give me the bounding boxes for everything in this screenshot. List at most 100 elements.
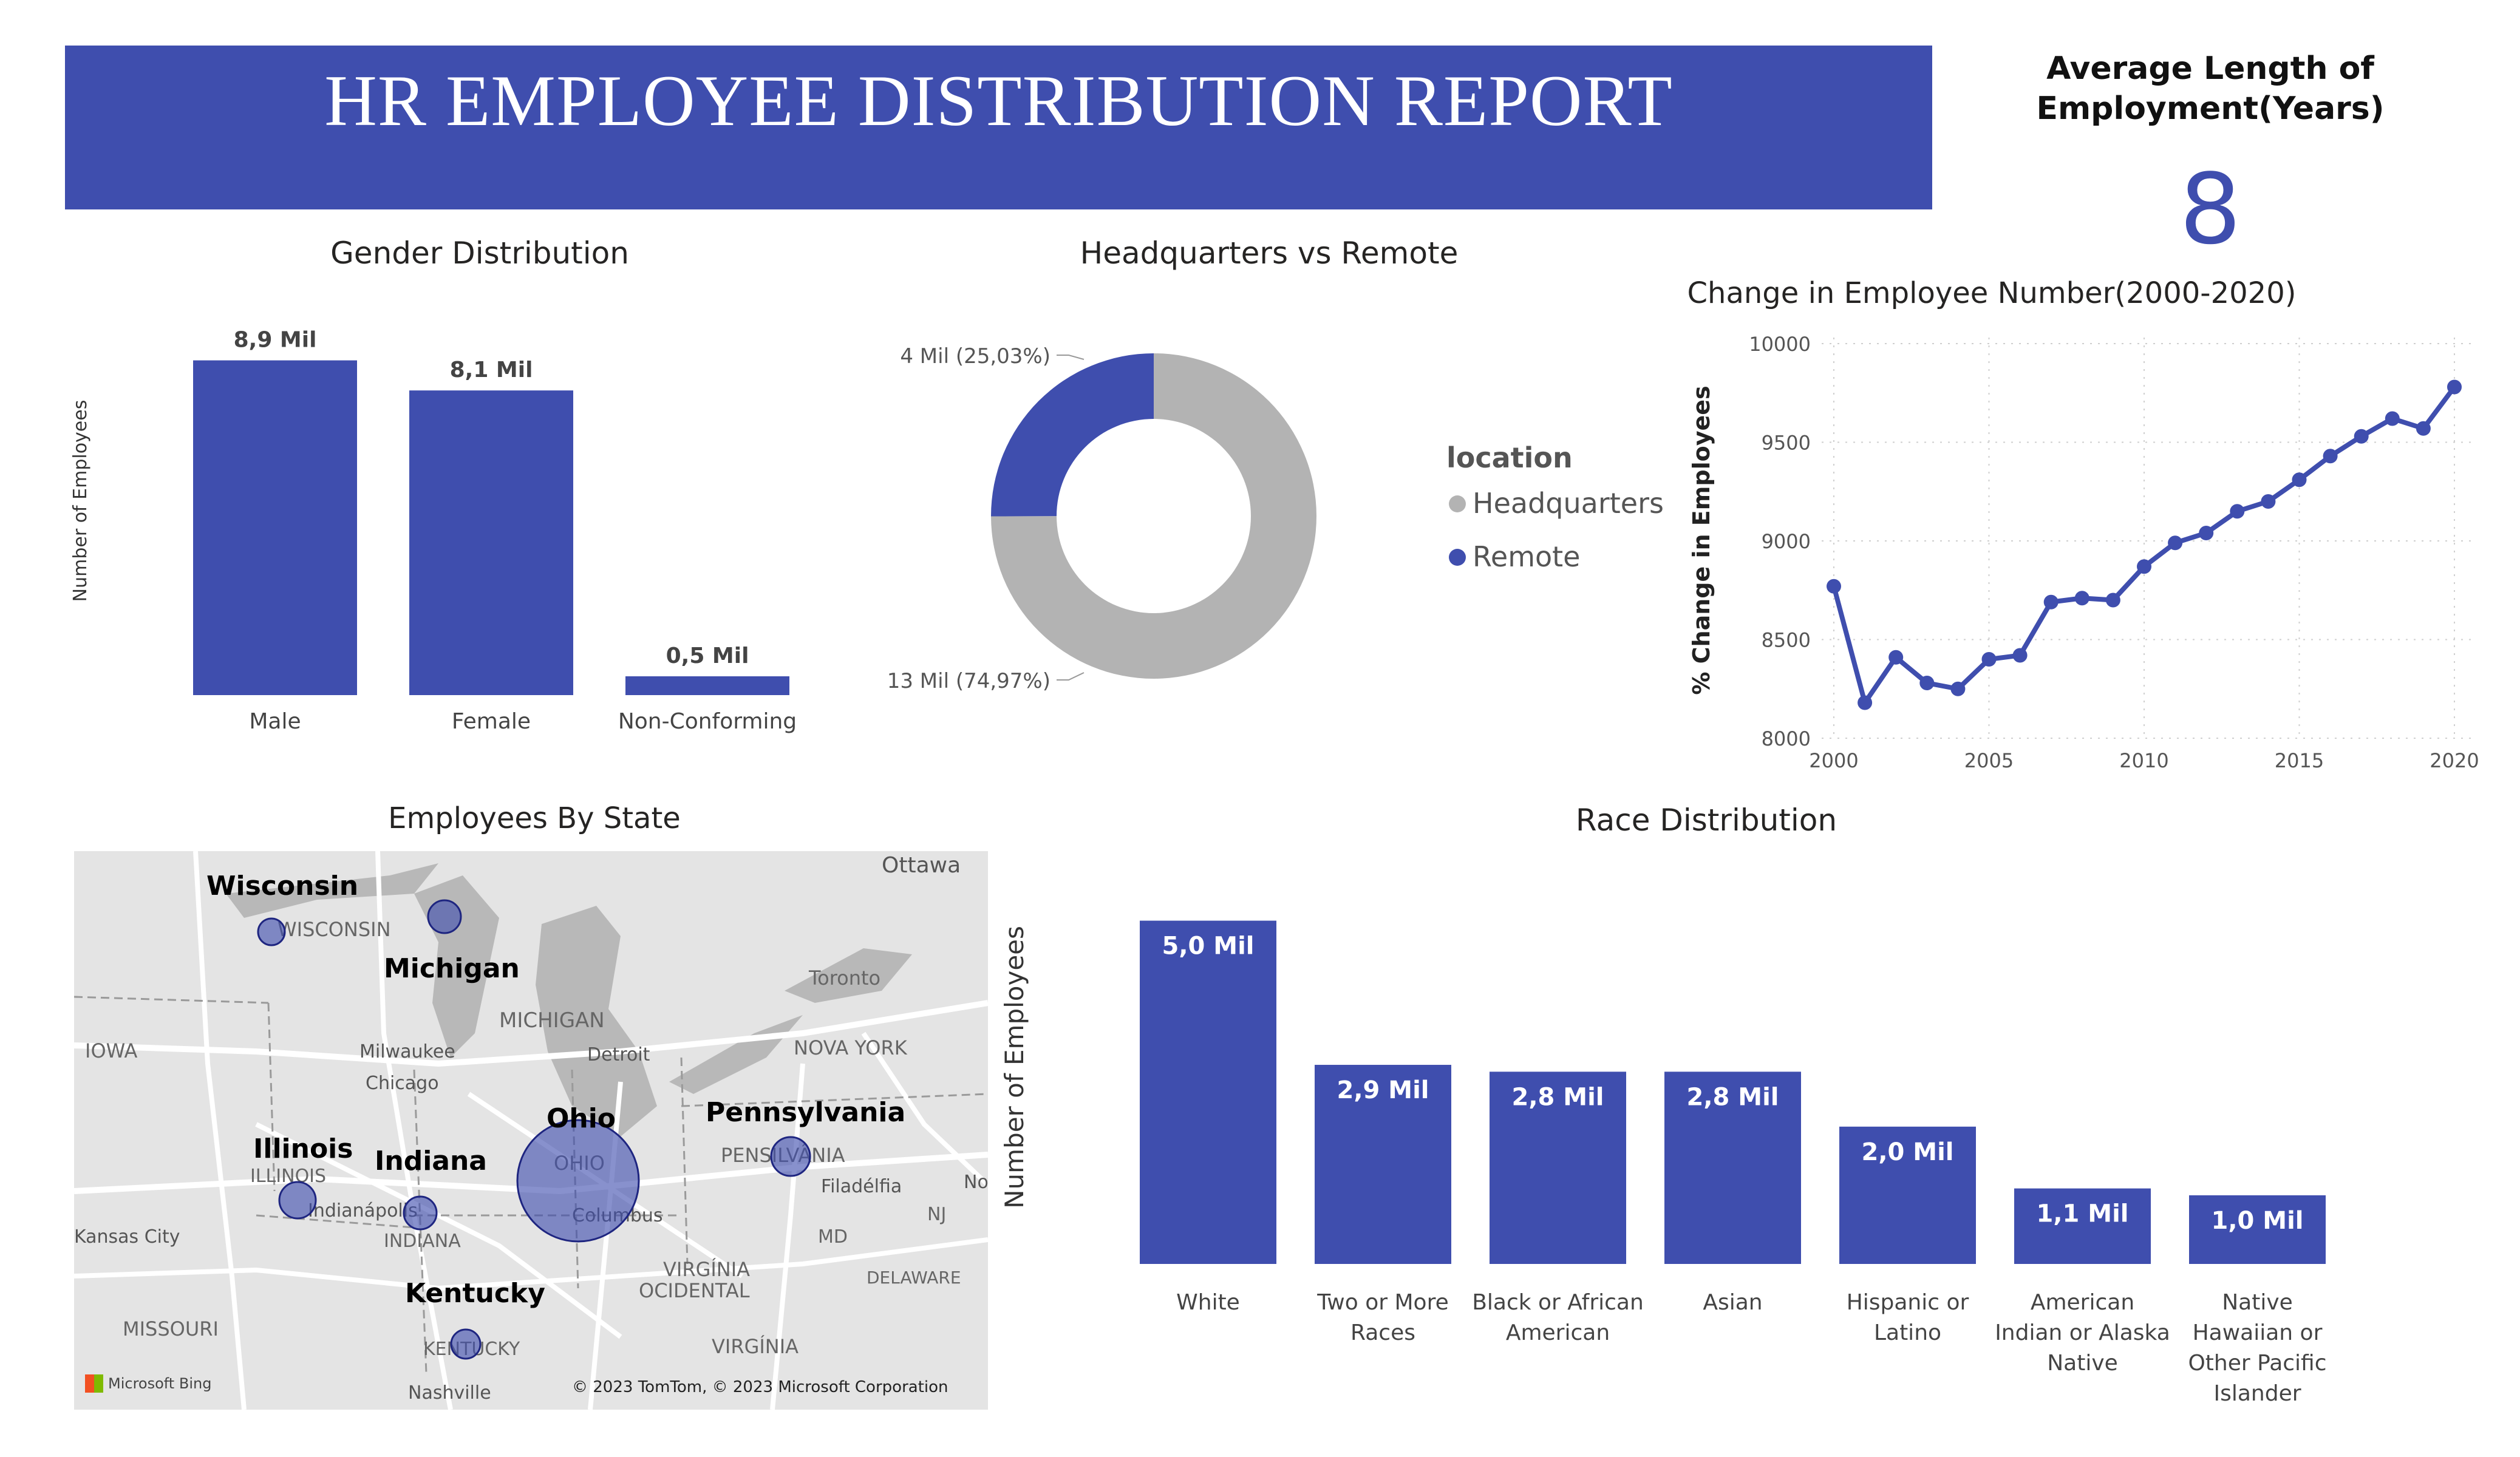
kpi-label-line2: Employment(Years) [2036, 90, 2385, 127]
race-chart: Number of Employees 5,0 Mil White 2,9 Mil Tw… [999, 920, 2327, 1406]
line-point[interactable] [2012, 648, 2028, 663]
employees-by-state-map[interactable]: Ottawa WISCONSIN Toronto MICHIGAN IOWA Milwau… [74, 851, 988, 1410]
gender-category-label: Female [452, 709, 531, 734]
gender-data-label: 8,1 Mil [450, 358, 533, 382]
race-bar[interactable] [1140, 920, 1276, 1264]
map-base-label: Nashville [408, 1382, 491, 1404]
race-category-label: Races [1350, 1320, 1415, 1345]
map-base-label: Filadélfia [821, 1176, 902, 1197]
map-base-label: NJ [927, 1204, 946, 1225]
report-banner: HR EMPLOYEE DISTRIBUTION REPORT [65, 46, 1932, 209]
line-point[interactable] [2354, 429, 2369, 444]
line-point[interactable] [2074, 591, 2089, 606]
headquarters-leader-line [1057, 672, 1085, 681]
state-bubble-kentucky[interactable] [450, 1328, 482, 1360]
race-category-label: Indian or Alaska [1995, 1320, 2170, 1345]
state-bubble-michigan[interactable] [427, 899, 462, 934]
gender-data-label: 8,9 Mil [234, 328, 317, 353]
map-base-label: Milwaukee [359, 1041, 455, 1062]
race-category-label: White [1176, 1290, 1240, 1315]
line-point[interactable] [2323, 449, 2338, 464]
state-label-indiana: Indiana [375, 1146, 487, 1177]
state-label-kentucky: Kentucky [405, 1278, 545, 1309]
race-category-label: Native [2047, 1351, 2118, 1376]
y-tick-label: 9000 [1762, 530, 1811, 553]
line-point[interactable] [2416, 421, 2431, 436]
gender-bar[interactable] [193, 360, 357, 695]
donut-slice-remote[interactable] [991, 353, 1154, 517]
kpi-value: 8 [2179, 152, 2241, 266]
line-point[interactable] [2230, 504, 2245, 519]
employee-change-chart: 8000 8500 9000 9500 10000 2000 2005 2010 2015 202… [1688, 333, 2479, 772]
line-point[interactable] [2385, 411, 2400, 426]
race-category-label: Black or African [1472, 1290, 1644, 1315]
line-point[interactable] [1858, 695, 1873, 710]
race-bar[interactable] [1664, 1072, 1801, 1264]
legend-marker [1449, 495, 1466, 512]
state-bubble-wisconsin[interactable] [257, 917, 286, 946]
race-category-label: Native [2222, 1290, 2293, 1315]
state-bubble-illinois[interactable] [278, 1181, 317, 1220]
donut-slice-headquarters[interactable] [991, 353, 1316, 679]
location-chart-title: Headquarters vs Remote [1080, 236, 1459, 271]
map-attribution: © 2023 TomTom, © 2023 Microsoft Corporat… [572, 1378, 948, 1396]
map-base-label: WISCONSIN [278, 918, 391, 941]
state-label-michigan: Michigan [384, 953, 520, 984]
state-label-illinois: Illinois [253, 1133, 353, 1164]
state-bubble-indiana[interactable] [403, 1195, 438, 1231]
race-data-label: 2,8 Mil [1511, 1083, 1604, 1111]
line-point[interactable] [2105, 593, 2120, 608]
line-point[interactable] [2447, 379, 2462, 395]
race-data-label: 2,8 Mil [1686, 1083, 1779, 1111]
map-base-label: MISSOURI [123, 1317, 219, 1340]
map-base-label: NOVA YORK [794, 1036, 908, 1059]
kpi-label-line1: Average Length of [2046, 50, 2374, 87]
map-base-label: Toronto [808, 966, 880, 990]
x-tick-label: 2010 [2119, 749, 2168, 772]
line-point[interactable] [2261, 494, 2276, 509]
legend-title: location [1446, 441, 1573, 474]
race-category-label: Asian [1703, 1290, 1762, 1315]
race-bar[interactable] [2014, 1188, 2151, 1264]
map-base-label: Indianápolis [308, 1200, 418, 1221]
line-point[interactable] [1888, 650, 1904, 665]
map-base-label: No [964, 1172, 988, 1193]
line-point[interactable] [1950, 681, 1966, 696]
map-base-label: Detroit [587, 1044, 650, 1065]
line-point[interactable] [2043, 594, 2059, 610]
map-base-label: VIRGÍNIA [712, 1335, 799, 1358]
line-point[interactable] [1981, 652, 1997, 667]
race-data-label: 1,0 Mil [2211, 1207, 2303, 1235]
race-bar[interactable] [1315, 1065, 1451, 1264]
line-point[interactable] [1827, 579, 1841, 594]
map-base-label: ILLINOIS [250, 1166, 326, 1187]
race-category-label: Hawaiian or [2193, 1320, 2323, 1345]
legend-item-headquarters[interactable]: Headquarters [1473, 487, 1664, 520]
map-base-label: OCIDENTAL [639, 1279, 750, 1302]
microsoft-logo-icon [85, 1374, 103, 1393]
legend-item-remote[interactable]: Remote [1473, 540, 1581, 573]
map-base-label: MD [818, 1226, 848, 1248]
state-bubble-pennsylvania[interactable] [770, 1136, 811, 1177]
map-canvas: Ottawa WISCONSIN Toronto MICHIGAN IOWA Milwau… [74, 851, 988, 1410]
gender-category-label: Male [249, 709, 301, 734]
gender-data-label: 0,5 Mil [666, 644, 749, 668]
state-label-wisconsin: Wisconsin [206, 871, 358, 902]
race-bar[interactable] [2189, 1195, 2326, 1264]
race-bar[interactable] [1490, 1072, 1626, 1264]
gender-bar[interactable] [409, 390, 573, 695]
line-point[interactable] [1919, 676, 1935, 690]
race-bar[interactable] [1839, 1126, 1976, 1264]
line-point[interactable] [2168, 535, 2183, 551]
race-category-label: Hispanic or [1847, 1290, 1969, 1315]
gender-chart: Number of Employees 8,9 Mil Male 8,1 Mil Fem… [70, 328, 797, 734]
location-chart: 4 Mil (25,03%) 13 Mil (74,97%) location Hea… [887, 344, 1664, 693]
state-bubble-ohio[interactable] [516, 1119, 640, 1243]
line-point[interactable] [2199, 526, 2214, 540]
employee-change-title: Change in Employee Number(2000-2020) [1687, 276, 2297, 310]
line-point[interactable] [2137, 559, 2151, 574]
gender-bar[interactable] [625, 676, 789, 695]
line-point[interactable] [2292, 472, 2307, 487]
legend-marker [1449, 549, 1466, 566]
line-y-axis-label: % Change in Employees [1688, 385, 1715, 695]
